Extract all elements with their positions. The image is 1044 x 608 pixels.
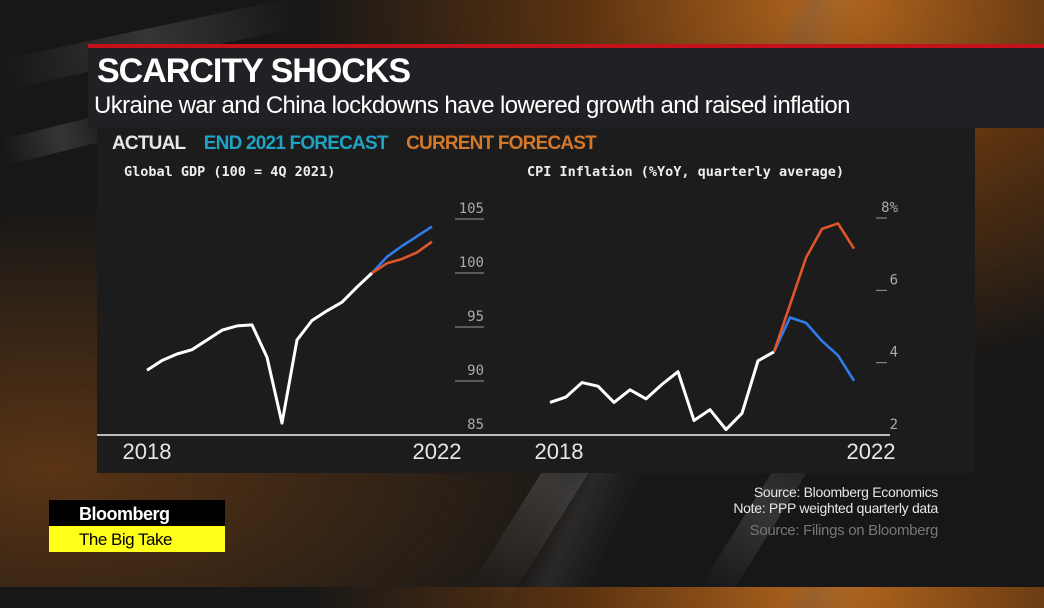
y-tick-label: 85 <box>467 417 484 433</box>
cpi-chart-title: CPI Inflation (%YoY, quarterly average) <box>527 164 844 180</box>
ghost-source-line: Source: Filings on Bloomberg <box>749 522 939 539</box>
series-line-current-forecast <box>772 222 856 353</box>
x-tick-label: 2022 <box>413 439 462 464</box>
series-line-actual <box>146 271 374 425</box>
y-tick-label: 100 <box>459 255 484 271</box>
y-tick-label: 6 <box>890 272 898 288</box>
chart-panel <box>97 128 975 473</box>
x-tick-label: 2018 <box>535 439 584 464</box>
y-tick-label: 2 <box>890 417 898 433</box>
y-tick-label: 95 <box>467 309 484 325</box>
legend-end-2021-forecast: END 2021 FORECAST <box>203 133 389 154</box>
legend: ACTUAL END 2021 FORECAST CURRENT FORECAS… <box>112 133 610 155</box>
bloomberg-logo: Bloomberg The Big Take <box>49 500 225 552</box>
series-line-end-2021-forecast <box>772 316 856 382</box>
series-line-actual <box>549 350 775 432</box>
headline: SCARCITY SHOCKS <box>97 52 411 90</box>
x-tick-label: 2022 <box>847 439 896 464</box>
header: SCARCITY SHOCKS Ukraine war and China lo… <box>88 48 1044 128</box>
show-name: The Big Take <box>49 526 225 552</box>
y-tick-label: 8% <box>881 200 898 216</box>
series-line-current-forecast <box>371 240 433 275</box>
header-accent-line <box>88 44 1044 48</box>
note-line: Note: PPP weighted quarterly data <box>733 500 938 516</box>
y-tick-label: 90 <box>467 363 484 379</box>
y-tick-label: 105 <box>459 201 484 217</box>
legend-actual: ACTUAL <box>112 133 186 154</box>
x-tick-label: 2018 <box>123 439 172 464</box>
series-line-end-2021-forecast <box>371 225 433 274</box>
charts-canvas: 105 100 95 90 85 2018 2022 8% 6 4 2 2018 2022 <box>97 200 899 464</box>
source-line: Source: Bloomberg Economics <box>753 484 938 500</box>
source-note: Source: Bloomberg Economics Note: PPP we… <box>733 484 938 516</box>
gdp-chart-title: Global GDP (100 = 4Q 2021) <box>124 164 336 180</box>
y-tick-label: 4 <box>890 345 898 361</box>
legend-current-forecast: CURRENT FORECAST <box>406 133 597 154</box>
brand-name: Bloomberg <box>49 500 225 526</box>
subheadline: Ukraine war and China lockdowns have low… <box>94 92 851 119</box>
